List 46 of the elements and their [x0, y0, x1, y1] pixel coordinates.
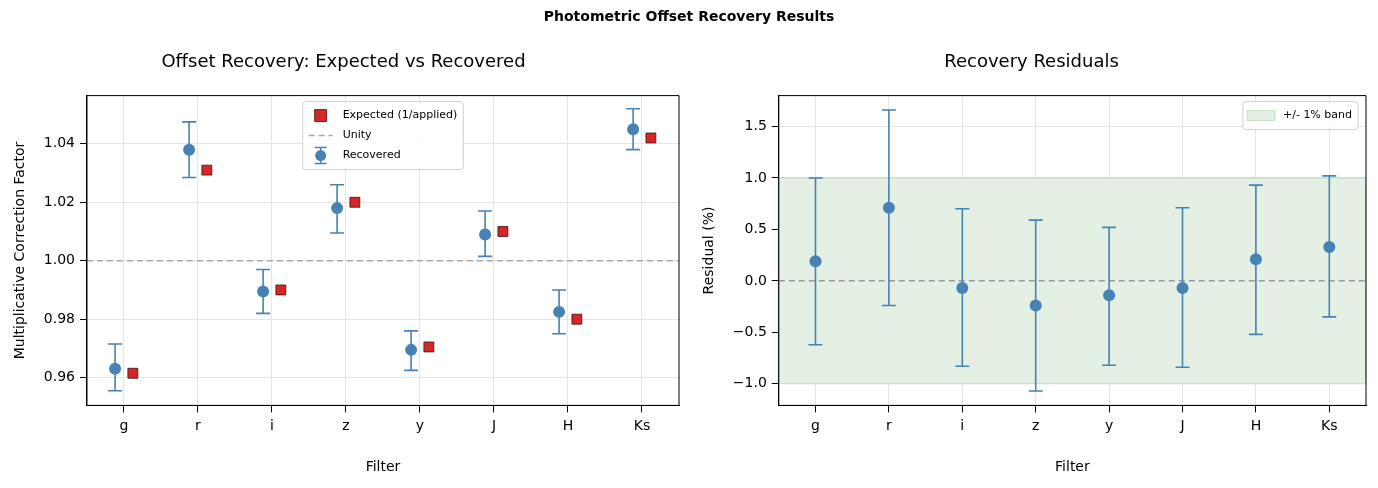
y-tick-label: 0.96 — [43, 368, 76, 385]
point — [1029, 299, 1042, 312]
chart-title: Recovery Residuals — [944, 50, 1119, 72]
legend-label: +/- 1% band — [1282, 108, 1352, 122]
x-tick-label: J — [1179, 417, 1185, 434]
x-axis-title: Filter — [365, 458, 401, 475]
point — [1323, 240, 1336, 253]
y-axis-title: Multiplicative Correction Factor — [11, 141, 28, 360]
y-axis-title: Residual (%) — [700, 206, 717, 295]
x-tick-label: z — [1032, 417, 1040, 434]
text: Photometric Offset Recovery Results — [542, 8, 836, 26]
x-tick-label: y — [415, 417, 425, 434]
x-tick-label: Ks — [1321, 417, 1338, 434]
y-tick-label: 0.5 — [744, 220, 767, 237]
y-tick-label: −0.5 — [732, 322, 767, 339]
point — [882, 201, 895, 214]
y-tick-label: 1.0 — [744, 168, 767, 185]
x-tick-label: Ks — [633, 417, 651, 434]
x-tick-label: J — [490, 417, 497, 434]
y-tick-label: 1.00 — [43, 251, 75, 268]
y-tick-label: −1.0 — [732, 374, 767, 391]
legend-label: Recovered — [342, 148, 401, 162]
x-tick-label: H — [1250, 417, 1262, 434]
x-tick-label: r — [195, 417, 202, 434]
legend-label: Expected (1/applied) — [342, 108, 458, 122]
point — [1176, 282, 1189, 295]
x-tick-label: z — [342, 417, 350, 434]
x-tick-label: i — [960, 417, 965, 434]
x-tick-label: g — [119, 417, 129, 434]
y-tick-label: 1.02 — [43, 192, 75, 209]
x-tick-label: r — [886, 417, 893, 434]
point — [956, 282, 969, 295]
x-tick-label: g — [811, 417, 820, 434]
x-tick-label: i — [270, 417, 274, 434]
point — [809, 255, 822, 268]
point — [1249, 253, 1262, 266]
y-tick-label: 1.5 — [744, 117, 767, 134]
chart-title: Offset Recovery: Expected vs Recovered — [161, 50, 526, 72]
legend-label: Unity — [342, 128, 373, 142]
y-tick-label: 0.98 — [43, 309, 75, 326]
y-tick-label: 1.04 — [43, 134, 76, 151]
y-tick-label: 0.0 — [744, 271, 767, 288]
x-tick-label: y — [1104, 417, 1114, 434]
x-tick-label: H — [562, 417, 574, 434]
x-axis-title: Filter — [1055, 458, 1090, 475]
point — [1103, 289, 1116, 302]
